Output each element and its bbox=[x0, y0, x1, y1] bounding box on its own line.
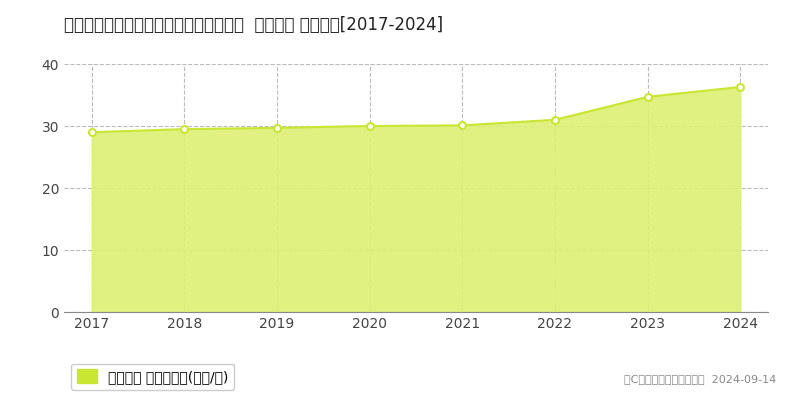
Text: （C）土地価格ドットコム  2024-09-14: （C）土地価格ドットコム 2024-09-14 bbox=[624, 374, 776, 384]
Point bbox=[456, 122, 469, 128]
Point bbox=[270, 125, 283, 131]
Point bbox=[641, 94, 654, 100]
Point bbox=[734, 84, 746, 90]
Point bbox=[86, 129, 98, 135]
Point bbox=[363, 123, 376, 129]
Text: 愛知県東海市加木屋町東大堀２８番３７  地価公示 地価推移[2017-2024]: 愛知県東海市加木屋町東大堀２８番３７ 地価公示 地価推移[2017-2024] bbox=[64, 16, 443, 34]
Legend: 地価公示 平均坪単価(万円/坪): 地価公示 平均坪単価(万円/坪) bbox=[71, 364, 234, 390]
Point bbox=[178, 126, 191, 132]
Point bbox=[549, 116, 562, 123]
